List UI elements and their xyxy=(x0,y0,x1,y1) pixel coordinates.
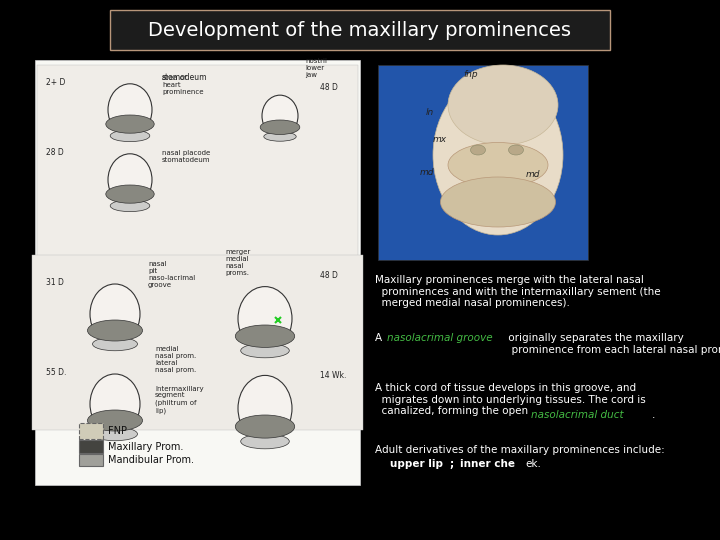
Text: Maxillary Prom.: Maxillary Prom. xyxy=(108,442,184,452)
Ellipse shape xyxy=(238,375,292,441)
FancyBboxPatch shape xyxy=(79,454,103,466)
FancyBboxPatch shape xyxy=(32,255,363,430)
Ellipse shape xyxy=(108,154,152,206)
Text: 31 D: 31 D xyxy=(46,278,64,287)
Text: Adult derivatives of the maxillary prominences include:: Adult derivatives of the maxillary promi… xyxy=(375,445,665,455)
FancyBboxPatch shape xyxy=(110,10,610,50)
Text: 2+ D: 2+ D xyxy=(46,78,66,87)
Text: ;: ; xyxy=(450,459,458,469)
Ellipse shape xyxy=(433,75,563,235)
Text: .: . xyxy=(652,410,655,420)
Ellipse shape xyxy=(238,287,292,350)
Text: Mandibular Prom.: Mandibular Prom. xyxy=(108,455,194,465)
Text: upper lip: upper lip xyxy=(390,459,443,469)
Text: nasolacrimal duct: nasolacrimal duct xyxy=(531,410,624,420)
Text: mx: mx xyxy=(433,135,447,144)
Ellipse shape xyxy=(264,132,296,141)
Text: Maxillary prominences merge with the lateral nasal
  prominences and with the in: Maxillary prominences merge with the lat… xyxy=(375,275,661,308)
Text: area of
heart
prominence: area of heart prominence xyxy=(162,75,204,95)
Ellipse shape xyxy=(470,145,485,155)
Text: merger
medial
nasal
proms.: merger medial nasal proms. xyxy=(225,249,251,276)
Ellipse shape xyxy=(90,374,140,434)
Ellipse shape xyxy=(90,284,140,344)
Text: 14 Wk.: 14 Wk. xyxy=(320,371,346,380)
FancyBboxPatch shape xyxy=(79,440,103,453)
Ellipse shape xyxy=(110,200,150,212)
Ellipse shape xyxy=(106,185,154,203)
Text: nasal
pit
naso-lacrimal
groove: nasal pit naso-lacrimal groove xyxy=(148,261,195,288)
Ellipse shape xyxy=(110,130,150,141)
FancyBboxPatch shape xyxy=(37,65,358,265)
Text: md: md xyxy=(420,168,434,177)
FancyBboxPatch shape xyxy=(35,60,360,485)
Ellipse shape xyxy=(448,65,558,145)
Text: fnp: fnp xyxy=(463,70,477,79)
Text: Intermaxillary
segment
(philtrum of
lip): Intermaxillary segment (philtrum of lip) xyxy=(155,386,204,414)
Text: A thick cord of tissue develops in this groove, and
  migrates down into underly: A thick cord of tissue develops in this … xyxy=(375,383,646,416)
Ellipse shape xyxy=(262,95,298,137)
Text: ln: ln xyxy=(426,108,434,117)
Text: 55 D.: 55 D. xyxy=(46,368,66,377)
Text: ek.: ek. xyxy=(525,459,541,469)
Text: 48 D: 48 D xyxy=(320,271,338,280)
Ellipse shape xyxy=(240,343,289,358)
Ellipse shape xyxy=(260,120,300,134)
Ellipse shape xyxy=(240,434,289,449)
Text: inner che: inner che xyxy=(460,459,515,469)
Text: nasal placode
stomatodeum: nasal placode stomatodeum xyxy=(162,150,210,163)
Text: A: A xyxy=(375,333,385,343)
Text: 28 D: 28 D xyxy=(46,148,64,157)
Text: md: md xyxy=(526,170,541,179)
Ellipse shape xyxy=(92,427,138,441)
FancyBboxPatch shape xyxy=(378,65,588,260)
Text: originally separates the maxillary
  prominence from each lateral nasal prominen: originally separates the maxillary promi… xyxy=(505,333,720,355)
Ellipse shape xyxy=(235,325,294,347)
Ellipse shape xyxy=(88,410,143,431)
Text: medial
nasal prom.
lateral
nasal prom.: medial nasal prom. lateral nasal prom. xyxy=(155,346,197,373)
Ellipse shape xyxy=(108,84,152,136)
Ellipse shape xyxy=(106,115,154,133)
Text: stomodeum: stomodeum xyxy=(162,73,207,82)
Ellipse shape xyxy=(441,177,556,227)
Ellipse shape xyxy=(92,338,138,351)
Text: nasolacrimal groove: nasolacrimal groove xyxy=(387,333,492,343)
Text: 48 D: 48 D xyxy=(320,83,338,92)
FancyBboxPatch shape xyxy=(79,423,103,439)
Text: Development of the maxillary prominences: Development of the maxillary prominences xyxy=(148,21,572,39)
Ellipse shape xyxy=(235,415,294,438)
Text: nostril
lower
jaw: nostril lower jaw xyxy=(305,58,327,78)
Ellipse shape xyxy=(88,320,143,341)
Ellipse shape xyxy=(508,145,523,155)
Text: FNP: FNP xyxy=(108,426,127,436)
Ellipse shape xyxy=(448,143,548,187)
